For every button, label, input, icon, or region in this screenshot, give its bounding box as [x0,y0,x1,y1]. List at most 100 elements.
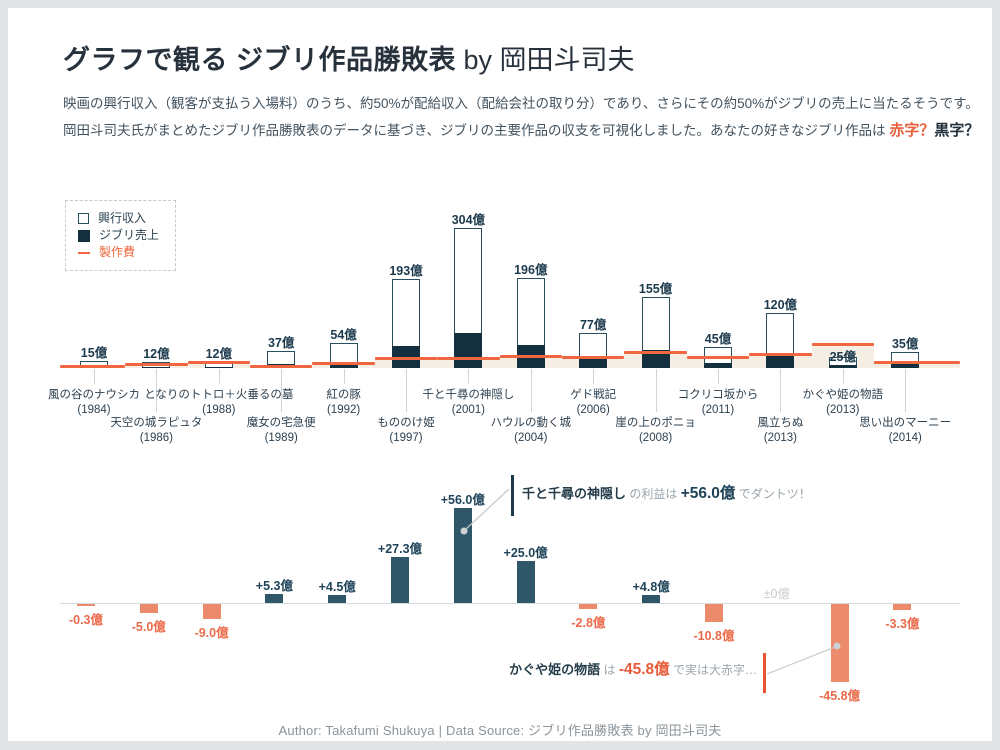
description-line2: 岡田斗司夫氏がまとめたジブリ作品勝敗表のデータに基づき、ジブリの主要作品の収支を… [63,123,890,138]
film-label: 崖の上のポニョ (2008) [615,416,696,445]
film-title: となりのトトロ＋火垂るの墓 [144,389,294,401]
film-year: (2004) [514,431,548,444]
film-label: 千と千尋の神隠し (2001) [422,388,514,417]
film-year: (1989) [264,431,298,444]
film-tick [530,369,532,412]
legend-item-production-cost: 製作費 [78,244,159,261]
ghibli-sales-swatch-icon [78,229,90,242]
box-office-value-label: 193億 [389,264,423,279]
profit-value-label: +27.3億 [377,541,423,556]
loss-bar [893,604,912,610]
zero-axis-line [60,603,960,604]
box-office-value-label: 155億 [638,281,673,296]
ghibli-sales-bar [454,333,483,368]
loss-bar [830,604,849,682]
annotation-marker-dot [833,642,841,650]
film-title: 天空の城ラピュタ [110,417,203,429]
film-year: (2014) [888,431,922,444]
annotation-segment: かぐや姫の物語 [509,662,601,677]
film-title: 思い出のマーニー [859,417,952,429]
profit-bar [265,593,284,603]
loss-bar [139,604,158,613]
production-cost-line [374,356,438,360]
surplus-word: 黒字？ [934,122,980,139]
film-label: 風立ちぬ (2013) [757,416,803,445]
loss-value-label: -45.8億 [819,688,861,703]
box-office-value-label: 15億 [80,346,108,361]
film-year: (1986) [139,431,174,444]
profit-bar [516,560,535,603]
loss-value-label: -2.8億 [571,615,606,630]
production-cost-line [686,356,750,360]
box-office-value-label: 45億 [704,332,732,347]
loss-value-label: -0.3億 [68,612,104,627]
annotation-segment: でダントツ！ [735,487,811,501]
film-label: となりのトトロ＋火垂るの墓 (1988) [144,388,293,417]
box-office-value-label: 120億 [763,297,798,312]
annotation-connector-line [465,488,510,530]
loss-bar [579,604,598,609]
production-cost-line [624,350,687,354]
legend: 興行収入 ジブリ売上 製作費 [65,200,177,271]
film-label: 魔女の宅急便 (1989) [247,416,316,445]
film-tick [281,369,283,412]
legend-label-production-cost: 製作費 [99,245,136,259]
film-label: 風の谷のナウシカ (1984) [48,388,140,417]
annotation-segment: 千と千尋の神隠し [522,486,627,501]
legend-label-box-office: 興行収入 [98,211,147,225]
film-title: ゲド戦記 [570,389,617,401]
annotation-accent-bar [511,475,514,516]
profit-bar [642,594,661,603]
film-title: 風立ちぬ [757,417,804,429]
film-title: 紅の豚 [326,389,361,401]
production-cost-line [562,356,625,360]
film-tick [905,369,907,412]
annotation-segment: の利益は [626,487,681,501]
production-cost-line [250,364,313,368]
page-title-main: グラフで観る ジブリ作品勝敗表 [63,45,457,75]
footer-credit: Author: Takafumi Shukuya | Data Source: … [278,723,722,738]
film-tick [842,369,844,384]
box-office-value-label: 12億 [205,347,232,362]
production-cost-line [437,357,500,361]
production-cost-line [499,355,562,359]
annotation-segment: -45.8億 [618,661,670,678]
loss-bar [77,604,95,606]
box-office-value-label: 35億 [891,336,919,351]
film-tick [468,369,470,384]
ghibli-sales-bar [828,365,857,368]
box-office-value-label: 12億 [143,347,170,362]
film-title: 千と千尋の神隠し [422,389,515,401]
film-label: ハウルの動く城 (2004) [491,416,572,445]
production-cost-line [874,360,960,364]
film-tick [655,369,657,412]
film-year: (1984) [77,403,111,416]
profit-value-label: +56.0億 [440,492,485,507]
chart-card: グラフで観る ジブリ作品勝敗表 by 岡田斗司夫 映画の興行収入（観客が支払う入… [8,8,992,741]
production-cost-dash-icon [78,251,90,254]
box-office-value-label: 196億 [514,262,548,277]
loss-value-label: -9.0億 [194,626,229,641]
film-tick [718,369,719,384]
film-year: (1988) [202,403,236,416]
film-year: (2011) [701,403,735,416]
film-title: もののけ姫 [377,417,435,429]
profit-value-label: +5.3億 [255,578,293,593]
film-year: (1997) [389,431,423,444]
profit-bar [328,595,347,603]
legend-label-ghibli-sales: ジブリ売上 [99,228,160,242]
production-cost-area [811,344,874,368]
annotation-connector-line [766,646,836,675]
loss-value-label: -10.8億 [693,629,735,644]
film-year: (2013) [826,403,860,416]
production-cost-line [749,352,812,356]
annotation-accent-bar [763,653,766,693]
film-title: 崖の上のポニョ [615,417,696,429]
legend-item-box-office: 興行収入 [78,210,159,227]
production-cost-line [187,360,250,364]
ghibli-sales-bar [579,359,608,368]
annotation-segment: +56.0億 [680,485,736,502]
film-tick [156,369,158,412]
loss-value-label: -3.3億 [885,616,920,631]
film-title: 魔女の宅急便 [246,417,316,429]
